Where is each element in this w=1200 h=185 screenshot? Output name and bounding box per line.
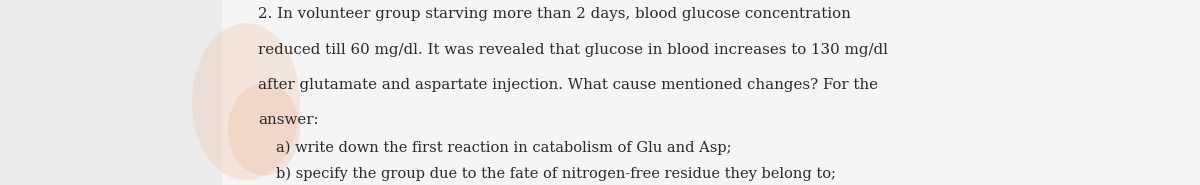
Text: after glutamate and aspartate injection. What cause mentioned changes? For the: after glutamate and aspartate injection.… [258, 78, 878, 92]
Text: 2. In volunteer group starving more than 2 days, blood glucose concentration: 2. In volunteer group starving more than… [258, 7, 851, 21]
Text: answer:: answer: [258, 113, 318, 127]
FancyBboxPatch shape [0, 0, 222, 185]
Text: a) write down the first reaction in catabolism of Glu and Asp;: a) write down the first reaction in cata… [276, 141, 732, 155]
Ellipse shape [228, 83, 300, 176]
Text: b) specify the group due to the fate of nitrogen-free residue they belong to;: b) specify the group due to the fate of … [276, 166, 836, 181]
Ellipse shape [192, 23, 300, 180]
Text: reduced till 60 mg/dl. It was revealed that glucose in blood increases to 130 mg: reduced till 60 mg/dl. It was revealed t… [258, 43, 888, 57]
